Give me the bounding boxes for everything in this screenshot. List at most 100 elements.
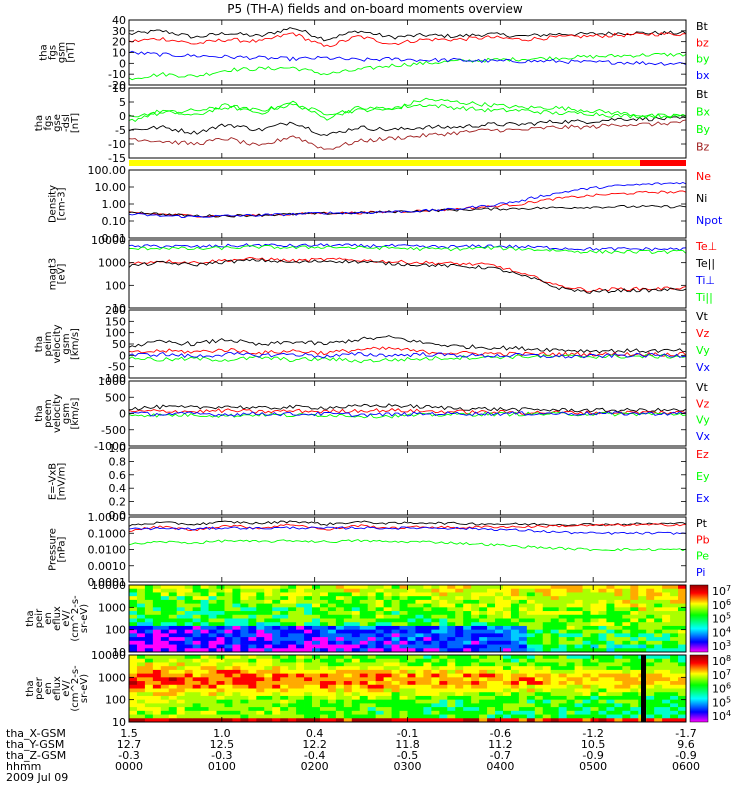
- spectrogram-cell: [678, 637, 687, 642]
- spectrogram-cell: [510, 607, 520, 612]
- spectrogram-cell: [670, 592, 679, 597]
- spectrogram-cell: [240, 644, 249, 649]
- spectrogram-cell: [264, 662, 273, 667]
- spectrogram-cell: [200, 603, 209, 608]
- spectrogram-cell: [144, 592, 154, 597]
- spectrogram-cell: [534, 669, 544, 675]
- legend-entry: Bt: [696, 88, 709, 101]
- spectrogram-cell: [662, 655, 671, 660]
- spectrogram-cell: [622, 618, 631, 623]
- spectrogram-cell: [558, 633, 568, 638]
- spectrogram-cell: [479, 614, 488, 619]
- spectrogram-cell: [574, 637, 583, 642]
- spectrogram-cell: [359, 688, 369, 693]
- spectrogram-cell: [240, 622, 249, 627]
- spectrogram-cell: [479, 714, 488, 719]
- spectrogram-cell: [598, 625, 607, 631]
- spectrogram-cell: [582, 699, 591, 704]
- ephemeris-value: 12.2: [302, 738, 327, 751]
- data-gap: [641, 655, 646, 722]
- spectrogram-cell: [184, 588, 194, 593]
- spectrogram-cell: [558, 629, 568, 634]
- spectrogram-cell: [455, 637, 464, 642]
- spectrogram-cell: [248, 684, 257, 689]
- spectrogram-cell: [630, 703, 639, 708]
- spectrogram-cell: [152, 633, 162, 638]
- spectrogram-cell: [160, 707, 170, 712]
- spectrogram-cell: [208, 666, 217, 671]
- spectrogram-cell: [510, 640, 520, 645]
- spectrogram-cell: [304, 633, 313, 638]
- spectrogram-cell: [312, 692, 321, 697]
- spectrogram-cell: [208, 681, 217, 686]
- spectrogram-cell: [129, 684, 138, 689]
- spectrogram-cell: [256, 629, 265, 634]
- spectrogram-cell: [304, 695, 313, 701]
- spectrogram-cell: [550, 644, 560, 649]
- spectrogram-cell: [574, 585, 583, 590]
- y-axis-label: velocity: [52, 394, 63, 433]
- spectrogram-cell: [526, 658, 536, 663]
- spectrogram-cell: [351, 585, 361, 590]
- spectrogram-cell: [630, 710, 639, 715]
- spectrogram-cell: [144, 681, 154, 686]
- y-tick-label: 10000: [91, 234, 126, 247]
- spectrogram-cell: [129, 637, 138, 642]
- spectrogram-cell: [574, 703, 583, 708]
- spectrogram-cell: [534, 596, 544, 601]
- y-tick-label: 0: [119, 57, 126, 70]
- spectrogram-cell: [662, 677, 671, 682]
- spectrogram-cell: [335, 625, 345, 631]
- spectrogram-cell: [359, 684, 369, 689]
- spectrogram-cell: [622, 718, 631, 723]
- spectrogram-cell: [312, 684, 321, 689]
- spectrogram-cell: [479, 596, 488, 601]
- spectrogram-cell: [518, 648, 528, 653]
- spectrogram-cell: [495, 596, 504, 601]
- spectrogram-cell: [391, 710, 400, 715]
- spectrogram-cell: [566, 677, 575, 682]
- spectrogram-cell: [479, 707, 488, 712]
- spectrogram-cell: [487, 637, 496, 642]
- spectrogram-cell: [550, 710, 560, 715]
- spectrogram-cell: [638, 640, 647, 645]
- spectrogram-cell: [518, 603, 528, 608]
- spectrogram-cell: [479, 666, 488, 671]
- spectrogram-cell: [518, 718, 528, 723]
- spectrogram-cell: [152, 692, 162, 697]
- spectrogram-cell: [614, 673, 623, 678]
- spectrogram-cell: [327, 669, 337, 675]
- spectrogram-cell: [184, 629, 194, 634]
- spectrogram-cell: [566, 603, 575, 608]
- spectrogram-cell: [526, 662, 536, 667]
- spectrogram-cell: [526, 677, 536, 682]
- spectrogram-cell: [304, 607, 313, 612]
- spectrogram-cell: [264, 633, 273, 638]
- spectrogram-cell: [463, 714, 472, 719]
- spectrogram-cell: [423, 588, 432, 593]
- spectrogram-cell: [375, 644, 385, 649]
- spectrogram-cell: [463, 695, 472, 701]
- spectrogram-cell: [423, 692, 432, 697]
- spectrogram-cell: [455, 625, 464, 631]
- spectrogram-cell: [296, 714, 305, 719]
- y-axis-label: tha: [34, 405, 45, 421]
- spectrogram-cell: [495, 633, 504, 638]
- spectrogram-cell: [455, 692, 464, 697]
- spectrogram-cell: [614, 714, 623, 719]
- spectrogram-cell: [335, 669, 345, 675]
- spectrogram-cell: [288, 669, 297, 675]
- spectrogram-cell: [224, 684, 233, 689]
- spectrogram-cell: [192, 644, 202, 649]
- spectrogram-cell: [160, 585, 170, 590]
- spectrogram-cell: [447, 669, 456, 675]
- spectrogram-cell: [375, 692, 385, 697]
- spectrogram-cell: [184, 618, 194, 623]
- spectrogram-cell: [296, 710, 305, 715]
- spectrogram-cell: [415, 625, 424, 631]
- spectrogram-cell: [558, 658, 568, 663]
- spectrogram-cell: [582, 681, 591, 686]
- spectrogram-cell: [518, 714, 528, 719]
- ephemeris-value: -0.9: [675, 749, 696, 762]
